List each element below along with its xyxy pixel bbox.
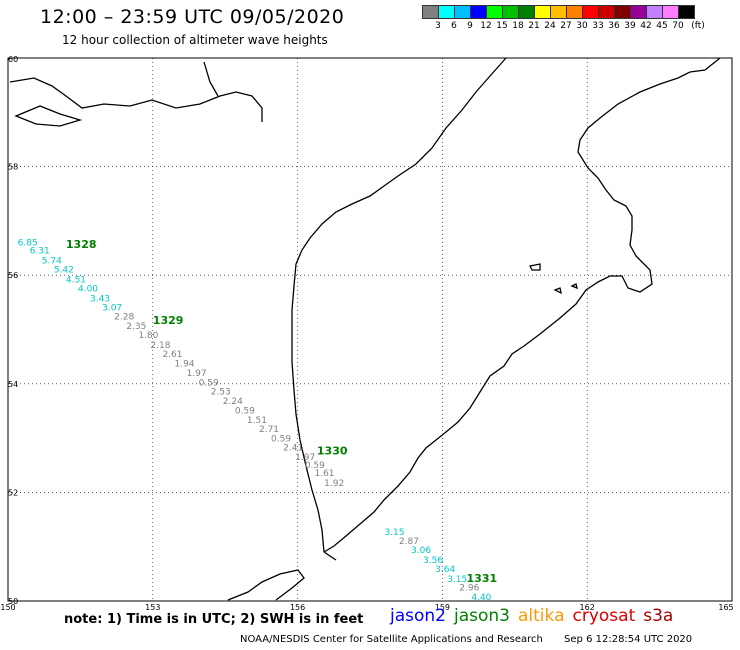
coastline [9,57,721,601]
swh-label: 4.00 [78,284,98,294]
legend-swatch-16 [678,5,695,19]
lat-tick-label: 50 [8,597,18,606]
swh-label: 1.51 [247,416,267,426]
swh-label: 6.31 [30,246,50,256]
swh-label: 0.59 [199,378,219,388]
satellite-s3a: s3a [643,606,674,626]
timestamp: Sep 6 12:28:54 UTC 2020 [564,634,693,645]
lon-tick-label: 156 [290,603,305,612]
legend-label: 15 [496,21,508,31]
legend-label: 9 [467,21,473,31]
swh-label: 5.74 [42,256,62,266]
swh-label: 2.41 [283,444,303,454]
legend-label: 39 [624,21,636,31]
swh-label: 4.51 [66,275,86,285]
swh-label: 3.56 [423,556,443,566]
swh-label: 1.97 [295,453,315,463]
swh-label: 1.61 [314,469,334,479]
swh-label: 3.07 [102,303,122,313]
pass-number: 1331 [467,572,498,585]
lat-tick-label: 58 [8,163,18,172]
lon-tick-label: 165 [718,603,733,612]
okhotsk-coast [291,57,507,553]
pass-number-labels: 1328 1329 1330 1331 [66,238,497,585]
islet-2 [553,287,562,295]
legend-label: 21 [528,21,540,31]
kuril-island [323,551,337,561]
footer: NOAA/NESDIS Center for Satellite Applica… [240,634,692,645]
swh-label: 3.64 [435,565,455,575]
swh-label: 3.15 [384,528,404,538]
pass-number: 1329 [153,314,184,327]
legend-label: (ft) [691,21,705,31]
wave-height-labels: 6.856.315.745.424.514.003.433.072.282.35… [18,238,492,603]
coast-inlet [203,61,219,97]
legend-label: 36 [608,21,620,31]
credit-text: NOAA/NESDIS Center for Satellite Applica… [240,634,543,645]
swh-label: 1.97 [187,369,207,379]
pass-number: 1330 [317,444,348,457]
legend-label: 27 [560,21,572,31]
map-subtitle: 12 hour collection of altimeter wave hei… [62,33,328,47]
legend-label: 33 [592,21,604,31]
swh-label: 1.80 [138,331,158,341]
lon-tick-label: 150 [0,603,15,612]
lat-tick-label: 56 [8,271,18,280]
swh-label: 1.94 [175,359,195,369]
legend-label: 18 [512,21,524,31]
legend-label: 6 [451,21,457,31]
map-frame [7,57,733,602]
swh-label: 0.59 [235,407,255,417]
legend-label: 30 [576,21,588,31]
swh-label: 2.71 [259,425,279,435]
color-legend [422,5,695,19]
satellite-legend: jason2 jason3 altika cryosat s3a [390,606,681,626]
islet-3 [570,283,578,290]
swh-label: 2.24 [223,397,243,407]
swh-label: 5.42 [54,265,74,275]
lon-tick-label: 153 [145,603,160,612]
legend-label: 3 [435,21,441,31]
legend-label: 42 [640,21,652,31]
satellite-jason3: jason3 [454,606,510,626]
legend-label: 45 [656,21,668,31]
satellite-jason2: jason2 [390,606,446,626]
swh-label: 0.59 [271,434,291,444]
legend-label: 12 [480,21,492,31]
swh-label: 0.59 [305,461,325,471]
swh-label: 2.18 [150,341,170,351]
swh-label: 4.40 [471,593,491,603]
satellite-cryosat: cryosat [572,606,636,626]
footnote: note: 1) Time is in UTC; 2) SWH is in fe… [64,612,364,627]
kamchatka-coast [323,57,721,553]
swh-label: 3.06 [411,546,431,556]
islet-1 [529,263,541,271]
legend-label: 24 [544,21,556,31]
swh-label: 2.96 [459,584,479,594]
coast-northwest [9,77,263,122]
satellite-altika: altika [518,606,565,626]
pass-number: 1328 [66,238,97,251]
swh-label: 2.61 [162,350,182,360]
swh-label: 2.53 [211,388,231,398]
axis-tick-labels: 150 153 156 159 162 165 60 58 56 54 52 50 [0,55,733,612]
swh-label: 6.85 [18,238,38,248]
legend-label: 70 [672,21,684,31]
swh-label: 1.92 [324,479,344,489]
kuril-south [227,569,305,601]
swh-label: 3.15 [447,575,467,585]
lat-tick-label: 54 [8,380,18,389]
swh-label: 2.87 [399,537,419,547]
map-title: 12:00 – 23:59 UTC 09/05/2020 [40,6,345,28]
lat-tick-label: 60 [8,55,18,64]
sakhalin-isle [14,105,83,127]
swh-label: 3.43 [90,294,110,304]
grid-lines [8,58,732,601]
lon-tick-label: 162 [580,603,595,612]
swh-label: 2.28 [114,313,134,323]
swh-label: 2.35 [126,322,146,332]
lon-tick-label: 159 [435,603,450,612]
lat-tick-label: 52 [8,488,18,497]
